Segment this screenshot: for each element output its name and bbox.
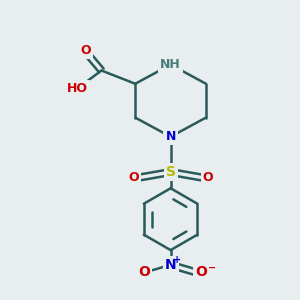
Text: O: O: [80, 44, 91, 57]
Text: O: O: [203, 172, 213, 184]
Text: O: O: [128, 172, 139, 184]
Text: N: N: [165, 258, 176, 272]
Text: +: +: [173, 254, 181, 265]
Text: HO: HO: [68, 82, 88, 95]
Text: −: −: [208, 263, 216, 273]
Text: N: N: [165, 130, 176, 143]
Text: S: S: [166, 165, 176, 179]
Text: NH: NH: [160, 58, 181, 71]
Text: O: O: [195, 265, 207, 279]
Text: O: O: [138, 265, 150, 279]
